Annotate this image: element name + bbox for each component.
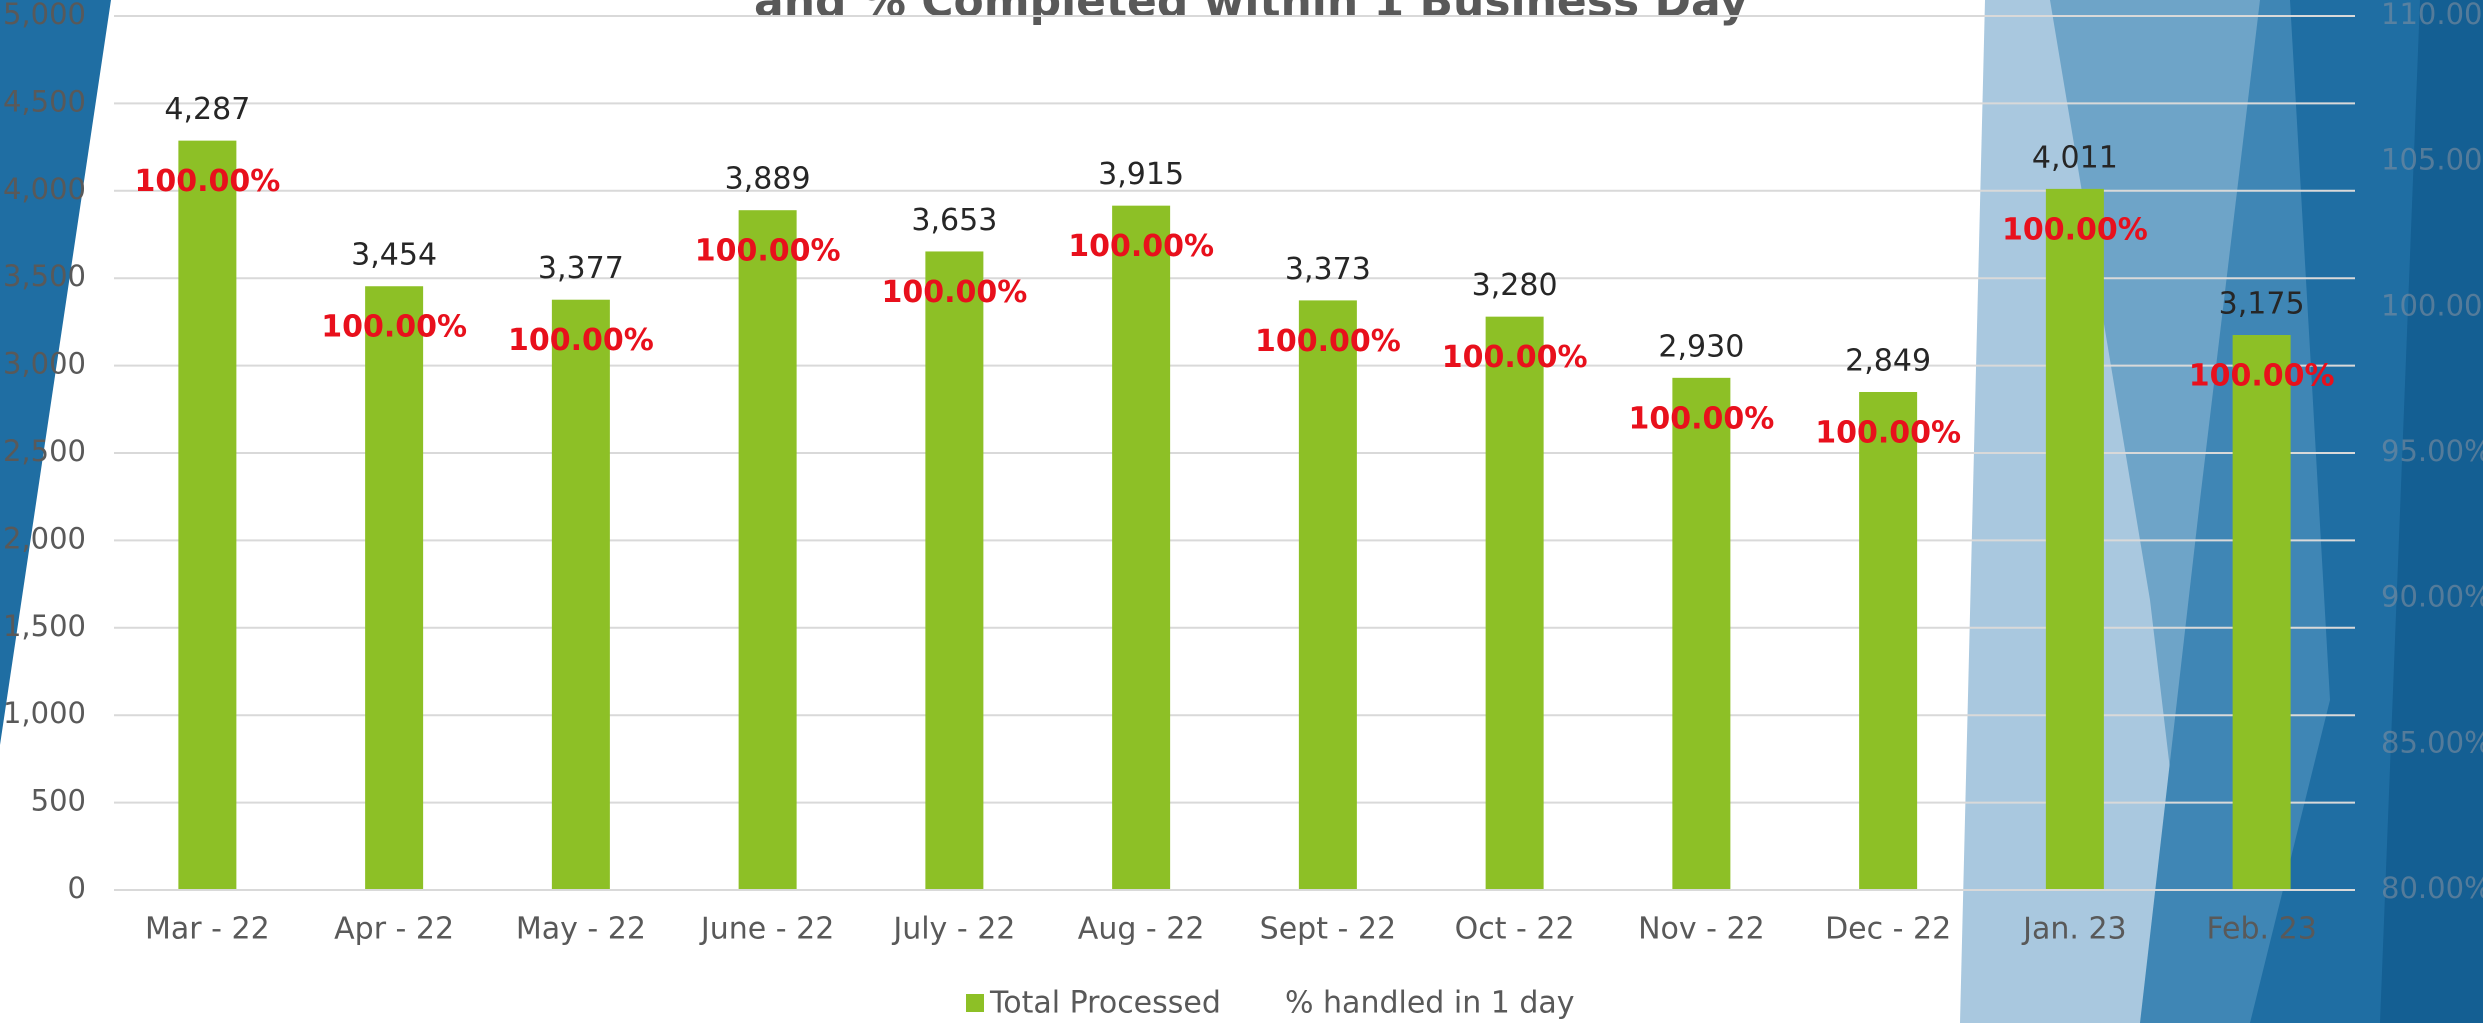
bar bbox=[2045, 188, 2104, 890]
y2-tick-label: 80.00% bbox=[2381, 871, 2483, 905]
x-tick-label: July - 22 bbox=[891, 912, 1015, 947]
percent-label: 100.00% bbox=[1442, 340, 1588, 375]
x-tick-label: Jan. 23 bbox=[2021, 912, 2127, 947]
y2-tick-label: 100.00% bbox=[2381, 288, 2483, 322]
legend-swatch bbox=[966, 994, 984, 1012]
data-label: 3,175 bbox=[2219, 287, 2305, 322]
percent-label: 100.00% bbox=[1255, 324, 1401, 359]
bar bbox=[1112, 205, 1171, 890]
bar bbox=[365, 286, 424, 890]
y2-tick-label: 90.00% bbox=[2381, 580, 2483, 614]
x-tick-label: Mar - 22 bbox=[145, 912, 270, 947]
data-label: 3,373 bbox=[1285, 252, 1371, 287]
data-label: 3,653 bbox=[911, 203, 997, 238]
right-shape bbox=[2380, 0, 2483, 1023]
data-label: 2,849 bbox=[1845, 343, 1931, 378]
bar bbox=[1298, 300, 1357, 890]
percent-label: 100.00% bbox=[1628, 401, 1774, 436]
percent-label: 100.00% bbox=[881, 275, 1027, 310]
y-tick-label: 500 bbox=[31, 784, 86, 818]
bar bbox=[1859, 391, 1918, 890]
y2-tick-label: 105.00% bbox=[2381, 143, 2483, 177]
y-tick-label: 3,500 bbox=[3, 259, 86, 293]
y-tick-label: 4,500 bbox=[3, 84, 86, 118]
data-label: 4,287 bbox=[164, 92, 250, 127]
data-label: 3,889 bbox=[725, 162, 811, 197]
bar bbox=[925, 251, 984, 891]
x-tick-label: June - 22 bbox=[699, 912, 834, 947]
legend-label: % handled in 1 day bbox=[1285, 986, 1575, 1021]
x-tick-label: Nov - 22 bbox=[1638, 912, 1765, 947]
x-tick-label: Sept - 22 bbox=[1260, 912, 1396, 947]
y-tick-label: 2,500 bbox=[3, 434, 86, 468]
data-label: 3,454 bbox=[351, 238, 437, 273]
y-tick-label: 1,000 bbox=[3, 696, 86, 730]
percent-label: 100.00% bbox=[134, 164, 280, 199]
y-tick-label: 4,000 bbox=[3, 172, 86, 206]
percent-label: 100.00% bbox=[508, 323, 654, 358]
data-label: 4,011 bbox=[2032, 140, 2118, 175]
x-tick-label: Aug - 22 bbox=[1078, 912, 1205, 947]
percent-label: 100.00% bbox=[1068, 229, 1214, 264]
data-label: 3,280 bbox=[1472, 268, 1558, 303]
x-tick-label: Feb. 23 bbox=[2206, 912, 2316, 947]
bar bbox=[1485, 316, 1544, 890]
data-label: 3,377 bbox=[538, 251, 624, 286]
y2-tick-label: 110.00% bbox=[2381, 0, 2483, 31]
x-tick-label: Apr - 22 bbox=[334, 912, 454, 947]
bar bbox=[1672, 377, 1731, 890]
bar bbox=[551, 299, 610, 890]
legend-label: Total Processed bbox=[989, 986, 1221, 1021]
percent-point bbox=[1886, 305, 1890, 309]
y-tick-label: 0 bbox=[68, 871, 86, 905]
y-tick-label: 3,000 bbox=[3, 347, 86, 381]
y-tick-label: 1,500 bbox=[3, 609, 86, 643]
percent-label: 100.00% bbox=[1815, 415, 1961, 450]
percent-point bbox=[1513, 305, 1517, 309]
x-tick-label: Oct - 22 bbox=[1455, 912, 1575, 947]
chart-title: and % Completed within 1 Business Day bbox=[754, 0, 1748, 27]
y-tick-label: 2,000 bbox=[3, 521, 86, 555]
percent-point bbox=[1699, 305, 1703, 309]
x-tick-label: Dec - 22 bbox=[1825, 912, 1951, 947]
bar bbox=[178, 140, 237, 891]
y2-tick-label: 85.00% bbox=[2381, 725, 2483, 759]
percent-label: 100.00% bbox=[2002, 212, 2148, 247]
x-tick-label: May - 22 bbox=[516, 912, 646, 947]
percent-label: 100.00% bbox=[321, 310, 467, 345]
data-label: 2,930 bbox=[1658, 329, 1744, 364]
y2-tick-label: 95.00% bbox=[2381, 434, 2483, 468]
percent-label: 100.00% bbox=[2189, 359, 2335, 394]
left-shape bbox=[0, 0, 111, 745]
bar bbox=[2232, 335, 2291, 890]
y-tick-label: 5,000 bbox=[3, 0, 86, 31]
bar bbox=[738, 210, 797, 890]
data-label: 3,915 bbox=[1098, 157, 1184, 192]
percent-label: 100.00% bbox=[695, 234, 841, 269]
